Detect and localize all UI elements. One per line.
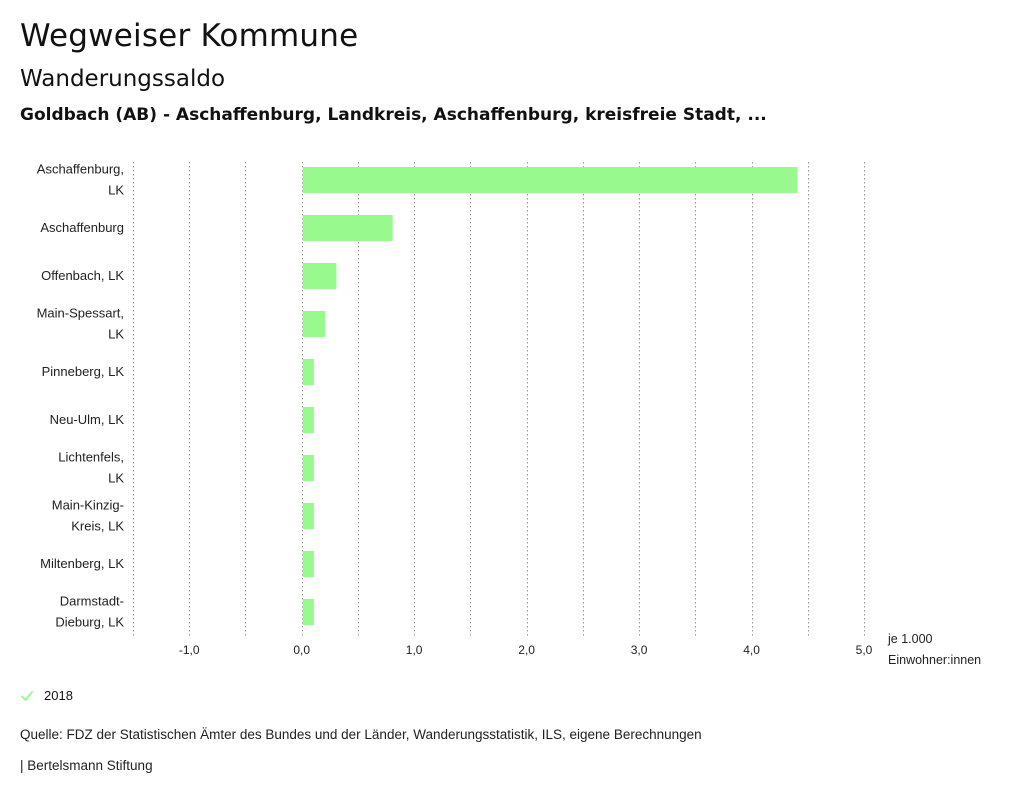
bar (302, 167, 798, 193)
category-label: Main-Spessart, (37, 306, 124, 321)
category-label: LK (108, 471, 124, 486)
category-label: Main-Kinzig- (52, 498, 124, 513)
bar (302, 407, 314, 433)
bar (302, 455, 314, 481)
category-label: Offenbach, LK (41, 268, 124, 283)
x-tick-label: 1,0 (406, 643, 423, 657)
category-label: Darmstadt- (60, 594, 124, 609)
x-tick-label: -1,0 (179, 643, 200, 657)
chart-subtitle: Wanderungssaldo (20, 66, 226, 92)
credit-note: | Bertelsmann Stiftung (20, 758, 153, 773)
category-label: Dieburg, LK (55, 615, 124, 630)
category-label: LK (108, 183, 124, 198)
bar-chart: Aschaffenburg, LK Aschaffenburg Offenbach, … (37, 162, 982, 668)
x-tick-label: 3,0 (631, 643, 648, 657)
region-title: Goldbach (AB) - Aschaffenburg, Landkreis… (20, 105, 767, 125)
x-tick-label: 2,0 (518, 643, 535, 657)
legend[interactable]: 2018 (20, 688, 73, 703)
x-tick-label: 0,0 (293, 643, 310, 657)
bar (302, 215, 393, 241)
category-label: Aschaffenburg (40, 220, 124, 235)
category-label: Miltenberg, LK (40, 556, 124, 571)
x-axis-unit-label: je 1.000 (887, 632, 933, 646)
bar (302, 551, 314, 577)
page-title: Wegweiser Kommune (20, 18, 359, 54)
bar (302, 311, 326, 337)
source-note: Quelle: FDZ der Statistischen Ämter des … (20, 727, 702, 742)
bar (302, 359, 314, 385)
category-label: Kreis, LK (71, 519, 124, 534)
category-label: Lichtenfels, (58, 450, 124, 465)
bar (302, 599, 314, 625)
check-icon (21, 690, 33, 701)
category-label: Neu-Ulm, LK (50, 412, 125, 427)
bar (302, 263, 337, 289)
category-label: Aschaffenburg, (37, 162, 124, 177)
category-label: Pinneberg, LK (42, 364, 125, 379)
x-tick-label: 4,0 (743, 643, 760, 657)
x-tick-label: 5,0 (856, 643, 873, 657)
bar (302, 503, 314, 529)
category-label: LK (108, 327, 124, 342)
x-axis-unit-label: Einwohner:innen (888, 653, 981, 667)
legend-label-2018: 2018 (44, 688, 73, 703)
